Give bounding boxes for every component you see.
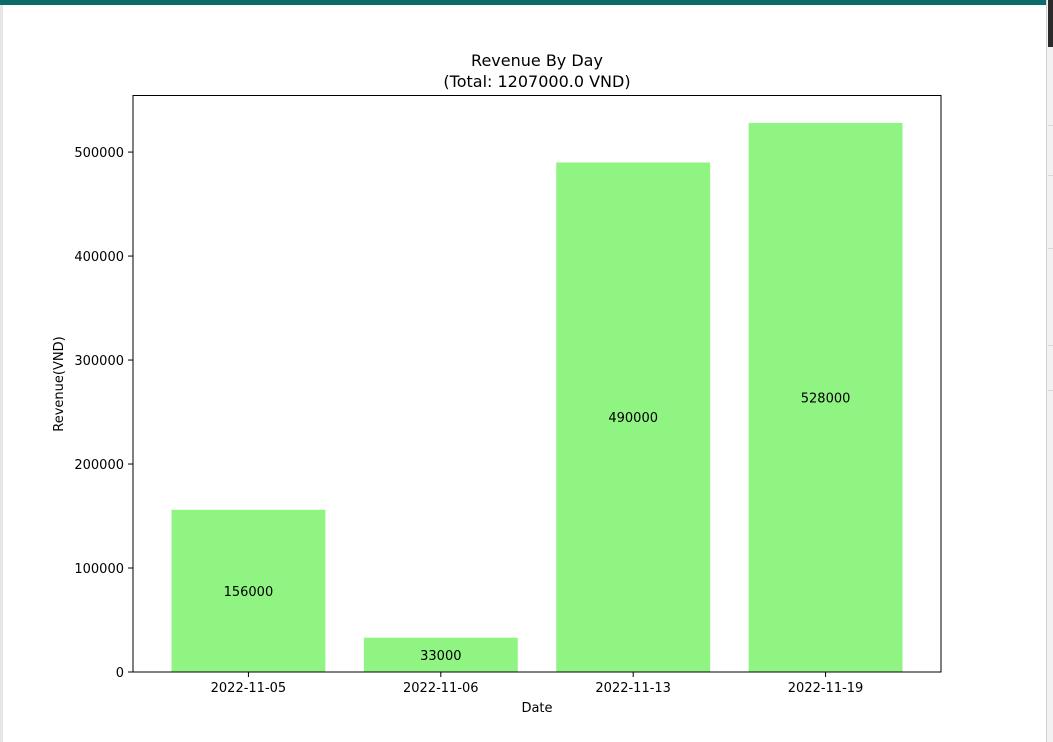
y-axis-ticks: 0 100000 200000 300000 400000 500000 xyxy=(74,146,133,681)
window-accent-bar xyxy=(0,0,1046,5)
side-divider xyxy=(1048,125,1053,126)
y-tick-label: 100000 xyxy=(74,562,124,577)
side-scrollbar[interactable] xyxy=(1046,0,1053,742)
chart-subtitle: (Total: 1207000.0 VND) xyxy=(443,72,630,91)
data-label: 528000 xyxy=(801,391,851,406)
bar-2022-11-05 xyxy=(171,509,326,672)
bar-2022-11-06 xyxy=(363,637,518,672)
side-divider xyxy=(1048,390,1053,391)
x-tick-label: 2022-11-06 xyxy=(403,681,479,696)
side-divider xyxy=(1048,175,1053,176)
y-tick-label: 400000 xyxy=(74,250,124,265)
y-tick-label: 500000 xyxy=(74,146,124,161)
side-divider xyxy=(1048,248,1053,249)
y-tick-label: 300000 xyxy=(74,354,124,369)
plot-area-frame xyxy=(132,95,942,673)
data-label: 33000 xyxy=(420,649,461,664)
x-axis-ticks: 2022-11-05 2022-11-06 2022-11-13 2022-11-19 xyxy=(211,672,864,696)
bar-2022-11-19 xyxy=(748,122,903,672)
bar-2022-11-13 xyxy=(556,162,711,673)
window-left-edge xyxy=(0,5,3,742)
y-tick-label: 200000 xyxy=(74,458,124,473)
x-tick-label: 2022-11-13 xyxy=(595,681,671,696)
y-axis-label: Revenue(VND) xyxy=(52,336,67,431)
y-tick-label: 0 xyxy=(116,666,124,681)
chart-title: Revenue By Day xyxy=(471,51,603,70)
data-label: 156000 xyxy=(224,585,274,600)
bars-layer xyxy=(171,122,903,673)
x-axis-label: Date xyxy=(521,701,552,716)
side-divider xyxy=(1048,345,1053,346)
data-label: 490000 xyxy=(608,411,658,426)
scrollbar-thumb[interactable] xyxy=(1048,0,1053,47)
x-tick-label: 2022-11-05 xyxy=(211,681,287,696)
x-tick-label: 2022-11-19 xyxy=(788,681,864,696)
data-labels-layer: 156000 33000 490000 528000 xyxy=(224,391,851,663)
